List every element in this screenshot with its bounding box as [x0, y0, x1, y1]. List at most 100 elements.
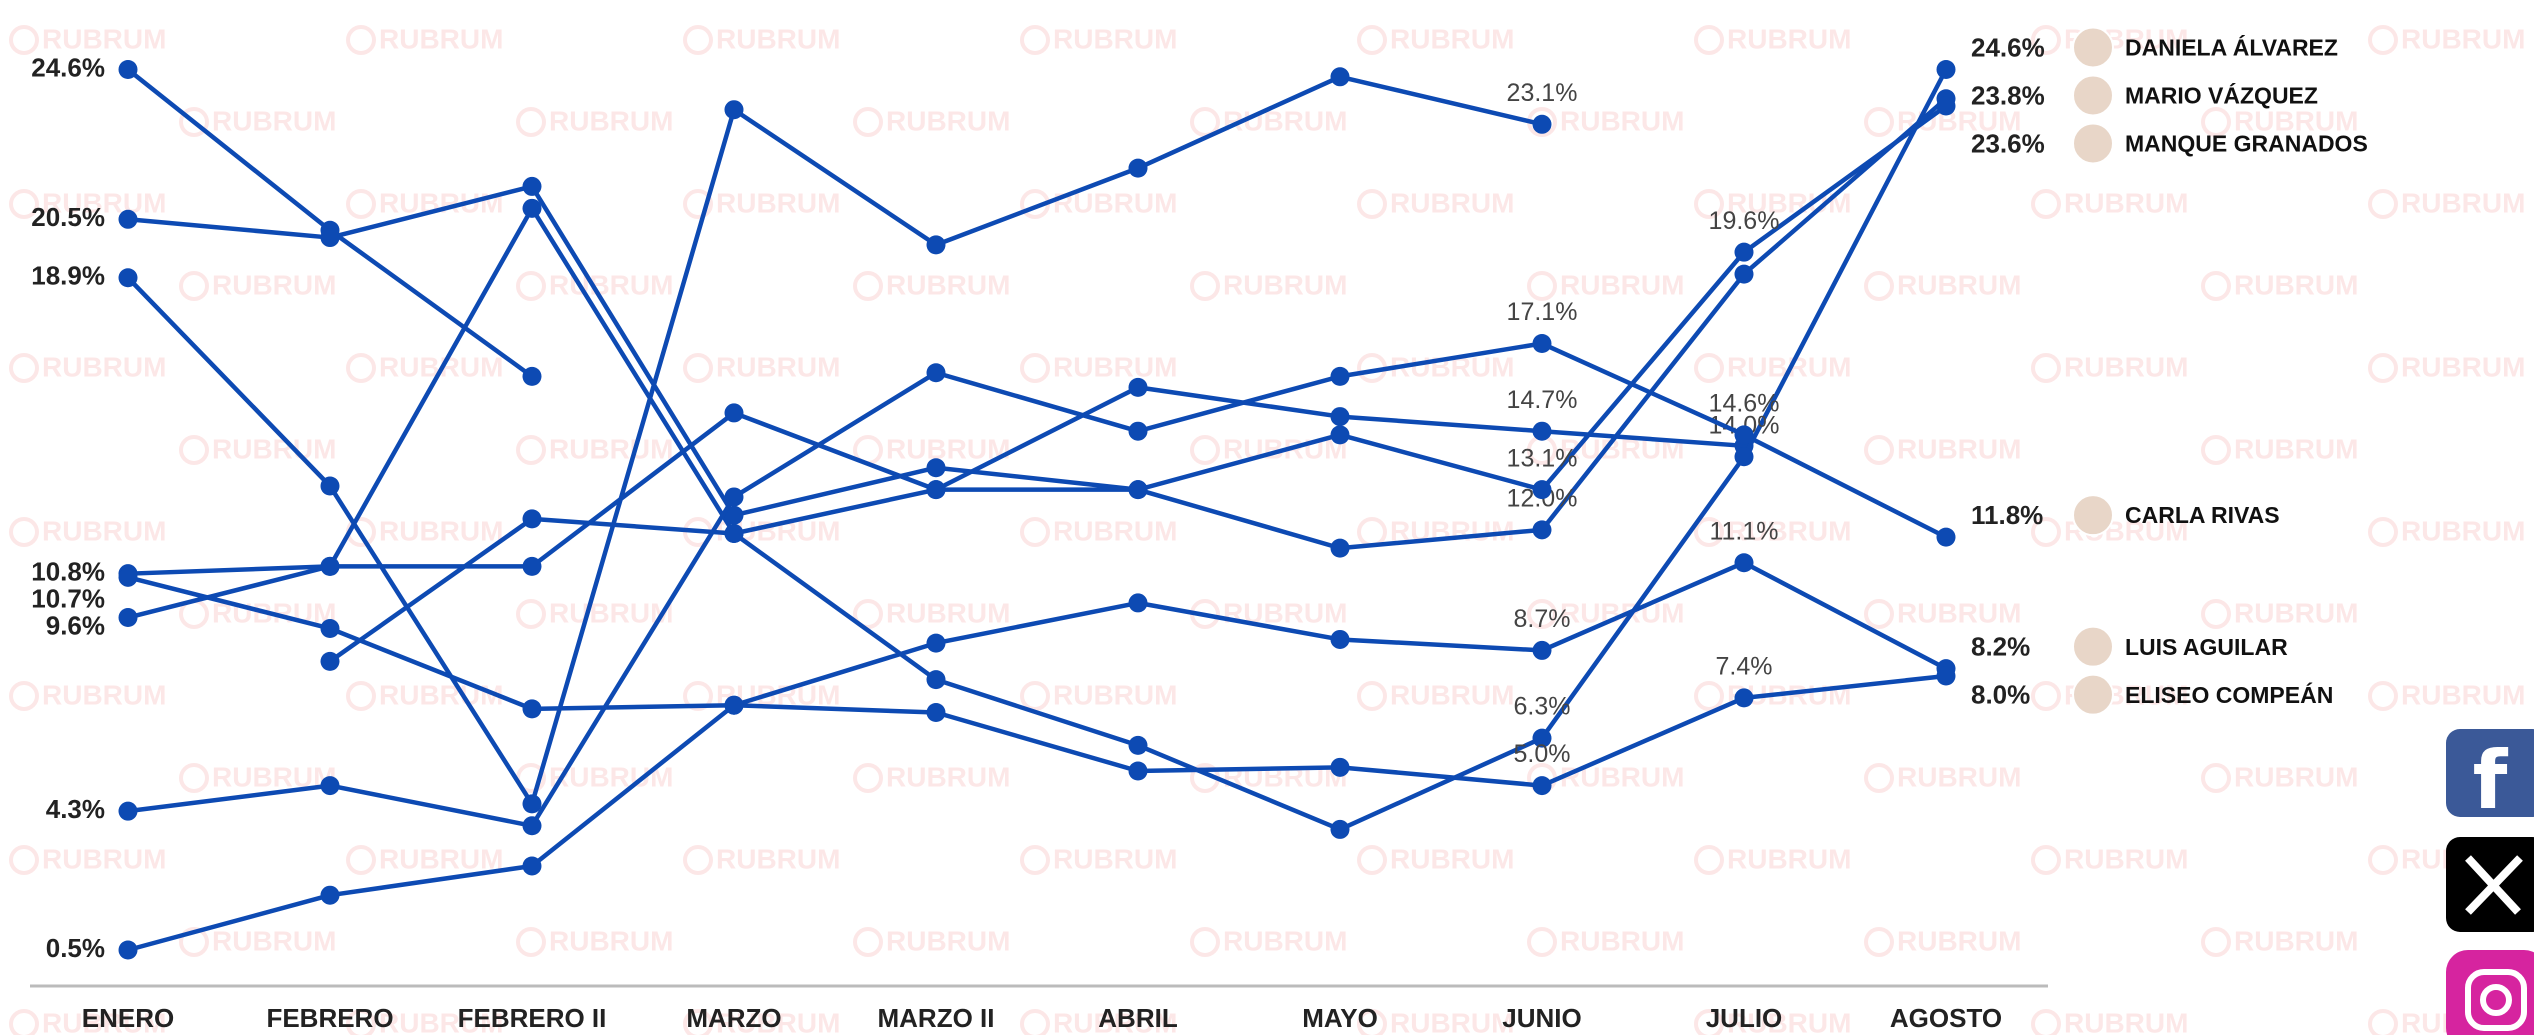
- watermark-logo: [346, 681, 376, 711]
- watermark-logo: [853, 927, 883, 957]
- series-line: [126, 74, 1543, 807]
- watermark-text: RUBRUM: [716, 843, 840, 874]
- watermark-logo: [1357, 845, 1387, 875]
- data-label: 17.1%: [1507, 298, 1578, 326]
- watermark-logo: [1190, 271, 1220, 301]
- watermark-logo: [1020, 681, 1050, 711]
- watermark-text: RUBRUM: [379, 679, 503, 710]
- series-line: [127, 68, 1948, 832]
- candidate-name: MARIO VÁZQUEZ: [2125, 82, 2318, 109]
- series-line: [127, 560, 1948, 953]
- candidate-name: LUIS AGUILAR: [2125, 634, 2288, 660]
- data-point: [1734, 425, 1754, 445]
- start-label: 20.5%: [31, 202, 105, 232]
- candidate-name: CARLA RIVAS: [2125, 502, 2280, 528]
- x-icon[interactable]: [2446, 837, 2534, 932]
- data-point: [320, 556, 340, 576]
- watermark-text: RUBRUM: [42, 351, 166, 382]
- data-point: [522, 856, 542, 876]
- watermark-text: RUBRUM: [1053, 23, 1177, 54]
- data-label: 5.0%: [1514, 740, 1571, 768]
- watermark-logo: [179, 435, 209, 465]
- watermark-text: RUBRUM: [212, 925, 336, 956]
- end-label: 24.6%: [1971, 32, 2045, 62]
- end-label: 11.8%: [1971, 500, 2043, 530]
- watermark-text: RUBRUM: [379, 23, 503, 54]
- candidate-photo: [2072, 74, 2114, 117]
- data-point: [118, 567, 138, 587]
- watermark-logo: [2368, 681, 2398, 711]
- watermark-logo: [2368, 517, 2398, 547]
- watermark-text: RUBRUM: [1560, 761, 1684, 792]
- watermark-text: RUBRUM: [1727, 843, 1851, 874]
- watermark-text: RUBRUM: [1390, 679, 1514, 710]
- data-point: [926, 670, 946, 690]
- x-tick-label: FEBRERO II: [458, 1003, 607, 1033]
- data-point: [724, 505, 744, 525]
- start-label: 18.9%: [31, 261, 105, 291]
- watermark-logo: [853, 599, 883, 629]
- watermark-text: RUBRUM: [1390, 23, 1514, 54]
- watermark-logo: [1694, 189, 1724, 219]
- watermark-text: RUBRUM: [2234, 761, 2358, 792]
- watermark-logo: [2201, 107, 2231, 137]
- data-point: [522, 816, 542, 836]
- watermark-logo: [9, 353, 39, 383]
- data-label: 14.6%: [1709, 389, 1780, 417]
- watermark-text: RUBRUM: [549, 433, 673, 464]
- watermark-logo: [346, 25, 376, 55]
- plot: ENERO FEBRERO FEBRERO II MARZO MARZO II ABRIL…: [31, 26, 2368, 1033]
- watermark-logo: [516, 435, 546, 465]
- data-point: [1734, 242, 1754, 262]
- watermark-text: RUBRUM: [549, 105, 673, 136]
- watermark-logo: [683, 189, 713, 219]
- watermark-logo: [1357, 517, 1387, 547]
- watermark-text: RUBRUM: [212, 105, 336, 136]
- data-point: [724, 100, 744, 120]
- watermark-logo: [1527, 271, 1557, 301]
- data-point: [926, 458, 946, 478]
- watermark-logo: [179, 927, 209, 957]
- watermark-logo: [516, 107, 546, 137]
- data-point: [1128, 158, 1148, 178]
- instagram-icon[interactable]: [2446, 950, 2534, 1035]
- start-label: 4.3%: [46, 794, 105, 824]
- end-label: 8.2%: [1971, 632, 2030, 662]
- watermark-logo: [2031, 517, 2061, 547]
- facebook-icon[interactable]: f: [2446, 729, 2534, 827]
- watermark-logo: [2031, 189, 2061, 219]
- data-point: [1936, 527, 1956, 547]
- data-point: [1330, 629, 1350, 649]
- watermark-logo: [2031, 1009, 2061, 1035]
- watermark-text: RUBRUM: [886, 761, 1010, 792]
- data-point: [118, 940, 138, 960]
- data-point: [320, 776, 340, 796]
- x-tick-label: MARZO: [686, 1003, 781, 1033]
- data-point: [1330, 67, 1350, 87]
- data-point: [724, 523, 744, 543]
- watermark-logo: [9, 845, 39, 875]
- watermark-text: RUBRUM: [716, 351, 840, 382]
- data-point: [522, 198, 542, 218]
- watermark-logo: [1527, 599, 1557, 629]
- watermark-text: RUBRUM: [42, 843, 166, 874]
- x-tick-label: ABRIL: [1098, 1003, 1178, 1033]
- data-point: [522, 794, 542, 814]
- data-point: [1330, 757, 1350, 777]
- data-point: [1330, 407, 1350, 427]
- watermark-text: RUBRUM: [42, 515, 166, 546]
- watermark-logo: [2201, 927, 2231, 957]
- watermark-layer: RUBRUM RUBRUM RUBRUM RUBRUM RUBRUM RUBRUM RUBR…: [9, 23, 2525, 1035]
- watermark-logo: [1527, 927, 1557, 957]
- watermark-logo: [1357, 189, 1387, 219]
- data-label: 13.1%: [1507, 444, 1578, 472]
- data-point: [1734, 553, 1754, 573]
- watermark-text: RUBRUM: [2064, 843, 2188, 874]
- watermark-text: RUBRUM: [42, 187, 166, 218]
- data-point: [1532, 114, 1552, 134]
- candidate-photo: [2072, 26, 2114, 69]
- watermark-text: RUBRUM: [1560, 105, 1684, 136]
- watermark-text: RUBRUM: [42, 679, 166, 710]
- data-point: [926, 235, 946, 255]
- watermark-text: RUBRUM: [2064, 187, 2188, 218]
